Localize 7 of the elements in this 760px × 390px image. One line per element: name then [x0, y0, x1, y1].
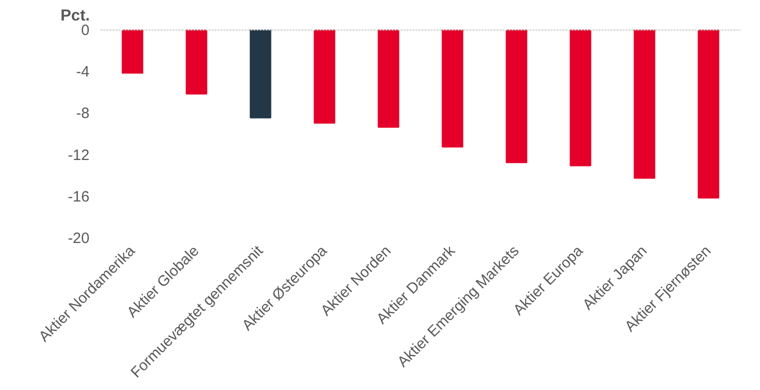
y-tick-label: -20 [68, 230, 90, 247]
y-axis-title: Pct. [60, 8, 90, 24]
y-tick-label: 0 [81, 22, 90, 39]
y-tick-label: -8 [76, 105, 90, 122]
y-tick-label: -16 [68, 188, 90, 206]
y-tick-label: -4 [76, 64, 90, 81]
y-tick-label: -12 [68, 146, 90, 164]
